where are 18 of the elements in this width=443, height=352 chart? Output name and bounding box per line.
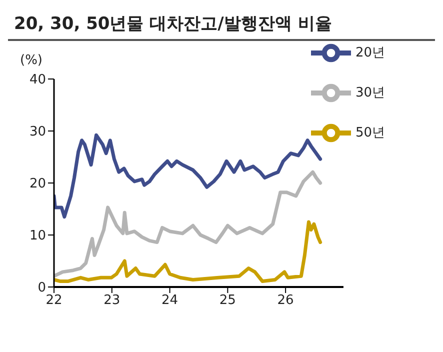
y-tick-label: 30 xyxy=(29,124,46,140)
line-series xyxy=(54,133,322,219)
y-tick-label: 20 xyxy=(29,176,46,192)
x-tick-label: 24 xyxy=(162,293,178,308)
y-axis-title: (%) xyxy=(20,53,42,68)
line-series xyxy=(54,220,322,284)
legend-label: 20년 xyxy=(355,46,385,61)
legend-label: 50년 xyxy=(355,126,385,141)
chart-title: 20, 30, 50년물 대차잔고/발행잔액 비율 xyxy=(8,8,435,41)
y-tick-label: 0 xyxy=(38,280,46,296)
x-tick-label: 23 xyxy=(104,293,120,308)
line-series xyxy=(54,170,322,278)
y-tick-label: 40 xyxy=(29,72,46,88)
x-tick-label: 26 xyxy=(277,293,294,308)
y-tick-label: 10 xyxy=(29,228,46,244)
x-tick-label: 25 xyxy=(219,293,236,308)
x-tick-label: 22 xyxy=(46,293,62,308)
legend-label: 30년 xyxy=(355,86,385,101)
